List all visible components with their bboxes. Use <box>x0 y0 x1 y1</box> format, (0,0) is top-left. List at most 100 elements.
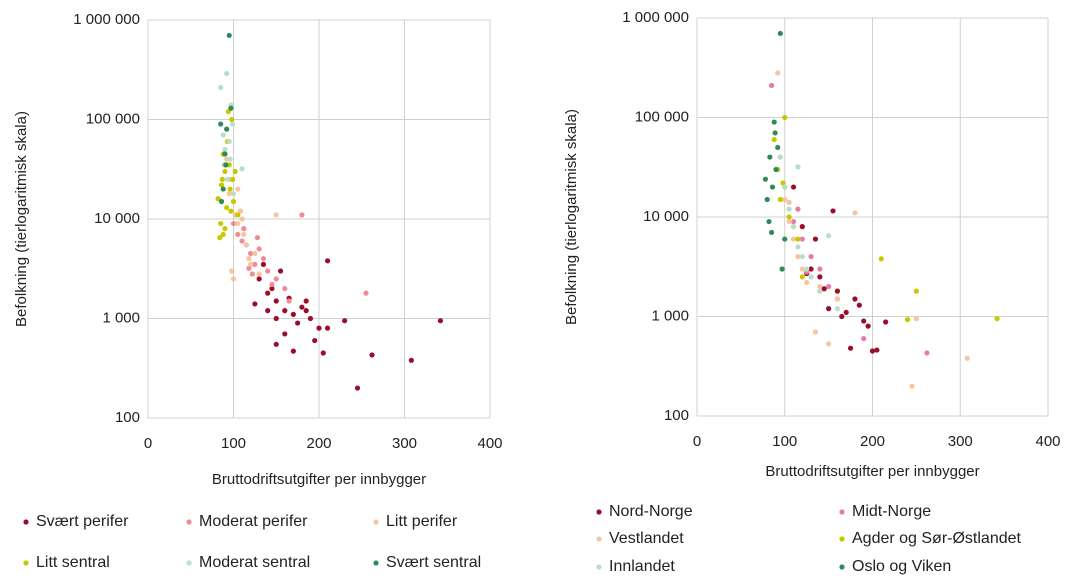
x-axis-label: Bruttodriftsutgifter per innbygger <box>212 471 426 488</box>
data-point <box>235 220 241 227</box>
x-tick-label: 100 <box>221 435 246 452</box>
data-point <box>821 286 827 292</box>
data-point <box>909 383 915 389</box>
data-point <box>775 70 781 76</box>
legend-marker <box>596 536 602 542</box>
data-point <box>826 233 832 239</box>
data-point <box>290 311 296 317</box>
data-point <box>230 176 236 183</box>
data-point <box>804 266 810 272</box>
data-point <box>218 121 224 127</box>
data-point <box>817 288 823 294</box>
data-point <box>799 236 805 242</box>
x-tick-label: 0 <box>144 435 152 452</box>
data-point <box>324 325 331 331</box>
data-point <box>223 162 229 168</box>
data-point <box>282 308 288 314</box>
data-point <box>826 306 832 312</box>
data-point <box>222 151 228 157</box>
data-point <box>226 32 232 39</box>
data-point <box>777 154 783 160</box>
y-axis-label: Befolkning (tierlogaritmisk skala) <box>563 109 580 325</box>
data-point <box>312 337 318 344</box>
legend-label: Moderat sentral <box>199 554 310 571</box>
data-point <box>299 304 305 310</box>
legend-marker <box>23 560 29 566</box>
data-point <box>265 290 271 296</box>
x-tick-label: 400 <box>477 435 502 452</box>
data-point <box>843 309 849 315</box>
legend-label: Nord-Norge <box>609 503 693 520</box>
data-point <box>964 355 970 361</box>
y-tick-label: 10 000 <box>643 208 689 225</box>
data-point <box>237 208 243 214</box>
legend-label: Agder og Sør-Østlandet <box>852 530 1022 547</box>
data-point <box>269 285 275 292</box>
data-point <box>307 315 314 322</box>
data-point <box>241 226 247 232</box>
data-point <box>260 261 267 267</box>
data-point <box>226 191 232 197</box>
data-point <box>772 130 778 136</box>
data-point <box>273 212 279 218</box>
data-point <box>230 191 237 197</box>
data-point <box>363 290 369 296</box>
data-point <box>226 138 232 145</box>
y-tick-label: 100 000 <box>86 110 140 127</box>
data-point <box>786 218 792 225</box>
data-point <box>799 274 805 280</box>
data-point <box>227 186 233 192</box>
x-axis-label: Bruttodriftsutgifter per innbygger <box>765 463 979 480</box>
data-point <box>830 208 836 214</box>
data-point <box>913 288 919 294</box>
data-point <box>817 266 823 272</box>
data-point <box>222 168 228 175</box>
data-point <box>224 126 230 132</box>
data-point <box>239 238 245 244</box>
data-point <box>224 205 230 211</box>
data-point <box>768 82 775 89</box>
data-point <box>790 184 797 190</box>
data-point <box>369 352 375 358</box>
data-point <box>779 266 785 272</box>
data-point <box>790 224 797 230</box>
x-tick-label: 200 <box>306 435 331 452</box>
data-point <box>230 121 236 127</box>
y-tick-label: 1 000 <box>651 307 689 324</box>
y-tick-label: 1 000 000 <box>622 9 689 26</box>
data-point <box>303 298 309 304</box>
data-point <box>782 184 788 190</box>
x-tick-label: 400 <box>1035 433 1060 450</box>
data-point <box>782 236 788 242</box>
data-point <box>771 136 777 143</box>
data-point <box>220 186 226 192</box>
data-point <box>303 308 309 314</box>
data-point <box>817 283 823 290</box>
legend-label: Moderat perifer <box>199 513 308 530</box>
data-point <box>408 357 414 363</box>
x-tick-label: 300 <box>392 435 417 452</box>
legend-marker <box>23 519 29 525</box>
data-point <box>228 208 234 214</box>
legend-label: Svært perifer <box>36 513 129 530</box>
data-point <box>239 166 245 172</box>
data-point <box>861 318 867 324</box>
data-point <box>342 318 348 324</box>
data-point <box>295 320 301 326</box>
data-point <box>218 84 224 91</box>
data-point <box>273 298 279 304</box>
data-point <box>273 341 279 347</box>
x-tick-label: 100 <box>772 433 797 450</box>
legend-label: Innlandet <box>609 558 675 575</box>
data-point <box>222 146 228 153</box>
data-point <box>777 30 783 37</box>
data-point <box>217 235 223 241</box>
data-point <box>277 268 284 274</box>
data-point <box>795 164 801 170</box>
data-point <box>227 156 233 162</box>
legend-label: Litt perifer <box>386 513 458 530</box>
data-point <box>230 198 237 205</box>
data-point <box>282 285 288 292</box>
x-tick-label: 300 <box>948 433 973 450</box>
